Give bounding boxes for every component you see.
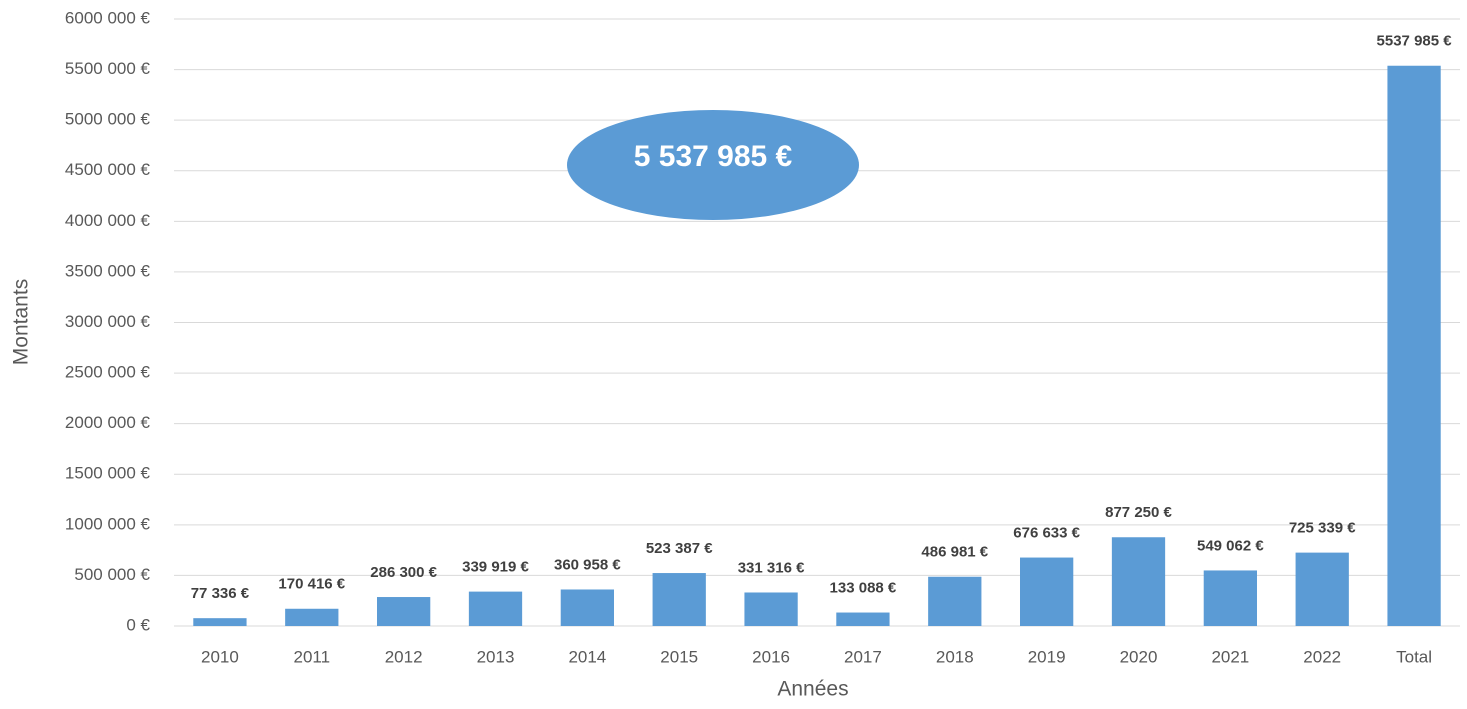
value-label: 676 633 € xyxy=(1013,525,1080,542)
x-tick-label: Total xyxy=(1396,647,1432,666)
x-tick-label: 2020 xyxy=(1120,647,1158,666)
annotation-ellipse xyxy=(567,110,859,220)
bar xyxy=(1295,552,1349,626)
y-tick-label: 5500 000 € xyxy=(65,59,151,78)
x-tick-label: 2014 xyxy=(568,647,606,666)
value-label: 170 416 € xyxy=(278,576,345,593)
value-label: 286 300 € xyxy=(370,564,437,581)
bar xyxy=(1111,537,1166,626)
y-tick-label: 4000 000 € xyxy=(65,211,151,230)
x-axis-label: Années xyxy=(777,678,848,701)
annotation: 5 537 985 € xyxy=(634,140,793,173)
y-tick-label: 4500 000 € xyxy=(65,160,151,179)
x-tick-label: 2015 xyxy=(660,647,698,666)
x-tick-label: 2018 xyxy=(936,647,974,666)
x-tick-label: 2013 xyxy=(477,647,515,666)
value-label: 77 336 € xyxy=(191,585,250,602)
x-tick-label: 2011 xyxy=(294,647,331,666)
bar xyxy=(744,592,798,626)
value-label: 331 316 € xyxy=(738,559,805,576)
bar xyxy=(652,573,706,626)
x-tick-label: 2019 xyxy=(1028,647,1066,666)
y-tick-label: 1500 000 € xyxy=(65,464,151,483)
y-tick-label: 1000 000 € xyxy=(65,514,151,533)
bar xyxy=(285,608,339,626)
bar xyxy=(1203,570,1257,626)
value-label: 725 339 € xyxy=(1289,520,1356,537)
value-label: 339 919 € xyxy=(462,559,529,576)
bar xyxy=(560,589,614,626)
x-tick-label: 2016 xyxy=(752,647,790,666)
y-tick-label: 3000 000 € xyxy=(65,312,151,331)
bar xyxy=(1020,557,1074,626)
value-label: 523 387 € xyxy=(646,540,713,557)
y-tick-label: 2500 000 € xyxy=(65,363,151,382)
bar xyxy=(928,576,982,626)
y-tick-label: 5000 000 € xyxy=(65,110,151,129)
bar xyxy=(193,618,247,626)
y-tick-label: 3500 000 € xyxy=(65,261,151,280)
x-tick-label: 2012 xyxy=(385,647,423,666)
x-tick-label: 2021 xyxy=(1211,647,1249,666)
value-label: 133 088 € xyxy=(830,580,897,597)
x-tick-label: 2010 xyxy=(201,647,239,666)
x-tick-label: 2022 xyxy=(1303,647,1341,666)
y-tick-label: 500 000 € xyxy=(74,565,150,584)
bar xyxy=(377,597,431,626)
x-tick-label: 2017 xyxy=(844,647,882,666)
y-tick-label: 0 € xyxy=(126,615,150,634)
y-tick-label: 6000 000 € xyxy=(65,8,151,27)
bar xyxy=(1387,65,1441,626)
y-tick-label: 2000 000 € xyxy=(65,413,151,432)
value-label: 549 062 € xyxy=(1197,537,1264,554)
bar xyxy=(836,612,890,626)
y-axis-label: Montants xyxy=(10,279,33,365)
value-label: 5537 985 € xyxy=(1377,33,1453,50)
bar xyxy=(468,591,523,626)
value-label: 486 981 € xyxy=(921,544,988,561)
value-label: 360 958 € xyxy=(554,556,621,573)
value-label: 877 250 € xyxy=(1105,504,1172,521)
